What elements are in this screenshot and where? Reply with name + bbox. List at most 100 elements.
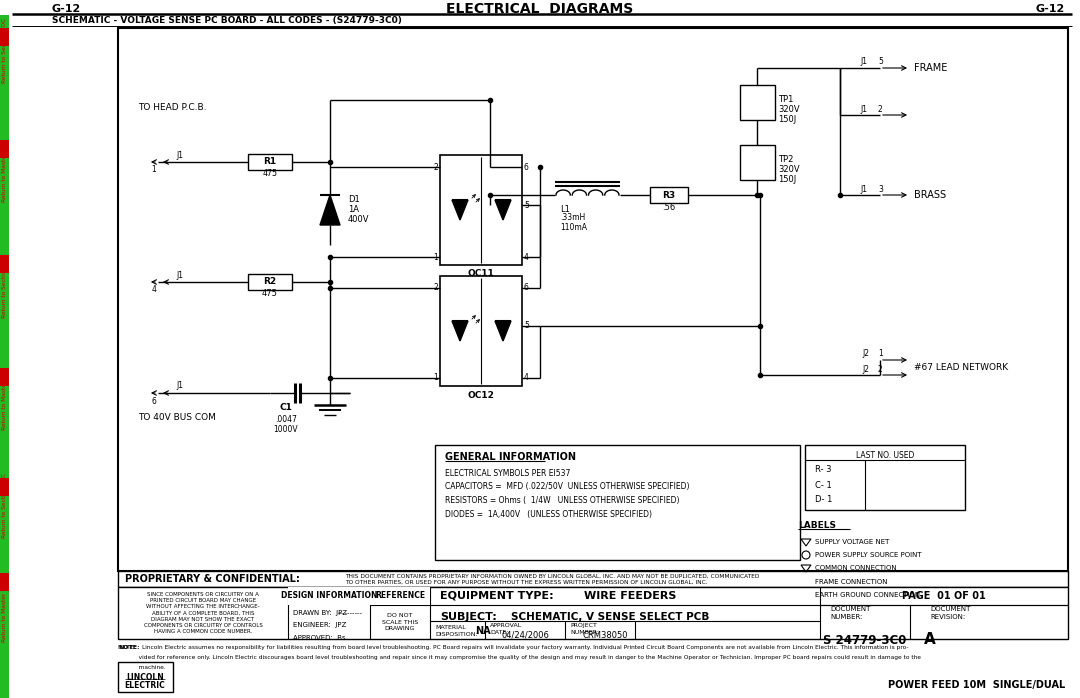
Text: SCHEMATIC - VOLTAGE SENSE PC BOARD - ALL CODES - (S24779-3C0): SCHEMATIC - VOLTAGE SENSE PC BOARD - ALL… — [52, 17, 402, 26]
Text: SUPPLY VOLTAGE NET: SUPPLY VOLTAGE NET — [815, 539, 889, 545]
Text: THIS DOCUMENT CONTAINS PROPRIETARY INFORMATION OWNED BY LINCOLN GLOBAL, INC. AND: THIS DOCUMENT CONTAINS PROPRIETARY INFOR… — [345, 574, 759, 579]
Text: 1000V: 1000V — [273, 424, 298, 433]
Bar — [0, 0, 9, 698]
Text: ELECTRIC: ELECTRIC — [124, 681, 165, 690]
Polygon shape — [495, 200, 511, 220]
Text: GENERAL INFORMATION: GENERAL INFORMATION — [445, 452, 576, 462]
Bar — [0, 0, 1080, 15]
Text: LAST NO. USED: LAST NO. USED — [855, 450, 914, 459]
Text: J2: J2 — [862, 364, 869, 373]
Bar — [0, 573, 9, 591]
Text: 320V: 320V — [778, 105, 799, 114]
Text: Return to Section TOC: Return to Section TOC — [2, 253, 6, 318]
Bar — [740, 145, 775, 180]
Text: 3: 3 — [878, 184, 882, 193]
Text: 2: 2 — [433, 163, 438, 172]
Bar — [740, 85, 775, 120]
Text: D- 1: D- 1 — [815, 496, 833, 505]
Text: J1: J1 — [860, 105, 867, 114]
Text: LINCOLN: LINCOLN — [126, 672, 164, 681]
Text: TO OTHER PARTIES, OR USED FOR ANY PURPOSE WITHOUT THE EXPRESS WRITTEN PERMISSION: TO OTHER PARTIES, OR USED FOR ANY PURPOS… — [345, 579, 707, 584]
Bar — [288, 587, 370, 605]
Bar — [248, 154, 292, 170]
Text: NA: NA — [475, 626, 490, 636]
Text: 2: 2 — [878, 105, 882, 114]
Text: CRM38050: CRM38050 — [582, 630, 627, 639]
Text: R2: R2 — [264, 278, 276, 286]
Text: NOTE:   Lincoln Electric assumes no responsibility for liabilities resulting fro: NOTE: Lincoln Electric assumes no respon… — [118, 645, 908, 650]
Text: 04/24/2006: 04/24/2006 — [501, 630, 549, 639]
Text: 5: 5 — [878, 57, 882, 66]
Text: POWER FEED 10M  SINGLE/DUAL: POWER FEED 10M SINGLE/DUAL — [888, 680, 1065, 690]
Text: machine.: machine. — [118, 665, 165, 670]
Text: TP2: TP2 — [778, 156, 794, 165]
Text: SINCE COMPONENTS OR CIRCUITRY ON A
PRINTED CIRCUIT BOARD MAY CHANGE
WITHOUT AFFE: SINCE COMPONENTS OR CIRCUITRY ON A PRINT… — [144, 592, 262, 634]
Text: REFERENCE: REFERENCE — [375, 591, 426, 600]
Text: PROPRIETARY & CONFIDENTIAL:: PROPRIETARY & CONFIDENTIAL: — [125, 574, 300, 584]
Bar — [118, 587, 1068, 639]
Bar — [805, 445, 966, 510]
Text: MATERIAL
DISPOSITION:: MATERIAL DISPOSITION: — [435, 625, 477, 637]
Text: .0047: .0047 — [275, 415, 297, 424]
Text: ELECTRICAL SYMBOLS PER EI537: ELECTRICAL SYMBOLS PER EI537 — [445, 468, 570, 477]
Text: J1: J1 — [860, 57, 867, 66]
Text: J1: J1 — [176, 382, 183, 390]
Text: EARTH GROUND CONNECTION: EARTH GROUND CONNECTION — [815, 592, 920, 598]
Text: DESIGN INFORMATION: DESIGN INFORMATION — [281, 591, 377, 600]
Text: 400V: 400V — [348, 216, 369, 225]
Text: C- 1: C- 1 — [815, 480, 832, 489]
Text: FRAME: FRAME — [914, 63, 947, 73]
Text: CAPACITORS =  MFD (.022/50V  UNLESS OTHERWISE SPECIFIED): CAPACITORS = MFD (.022/50V UNLESS OTHERW… — [445, 482, 689, 491]
Text: 320V: 320V — [778, 165, 799, 174]
Text: R1: R1 — [264, 158, 276, 167]
Bar — [370, 587, 430, 605]
Text: RESISTORS = Ohms (  1/4W   UNLESS OTHERWISE SPECIFIED): RESISTORS = Ohms ( 1/4W UNLESS OTHERWISE… — [445, 496, 679, 505]
Text: 5: 5 — [524, 322, 529, 330]
Text: OC11: OC11 — [468, 269, 495, 279]
Text: R- 3: R- 3 — [815, 466, 832, 475]
Text: OC12: OC12 — [468, 390, 495, 399]
Text: G-12: G-12 — [1036, 4, 1065, 14]
Text: Return to Master TOC: Return to Master TOC — [2, 578, 6, 641]
Text: DOCUMENT
NUMBER:: DOCUMENT NUMBER: — [831, 607, 870, 620]
Text: APPROVED:  Bs: APPROVED: Bs — [293, 635, 346, 641]
Text: 2: 2 — [433, 283, 438, 292]
Text: POWER SUPPLY SOURCE POINT: POWER SUPPLY SOURCE POINT — [815, 552, 921, 558]
Text: 150J: 150J — [778, 115, 796, 124]
Text: 4: 4 — [151, 285, 157, 295]
Bar — [118, 571, 1068, 587]
Text: #67 LEAD NETWORK: #67 LEAD NETWORK — [914, 364, 1008, 373]
Text: R3: R3 — [662, 191, 676, 200]
Bar — [650, 187, 688, 203]
Text: DRAWN BY:  JPZ: DRAWN BY: JPZ — [293, 610, 347, 616]
Text: PAGE  01 OF 01: PAGE 01 OF 01 — [902, 591, 986, 601]
Text: ----------: ---------- — [338, 610, 363, 616]
Text: BRASS: BRASS — [914, 190, 946, 200]
Text: 150J: 150J — [778, 175, 796, 184]
Text: TO HEAD P.C.B.: TO HEAD P.C.B. — [138, 103, 206, 112]
Text: 1A: 1A — [348, 205, 359, 214]
Text: ENGINEER:  JPZ: ENGINEER: JPZ — [293, 622, 347, 628]
Text: WIRE FEEDERS: WIRE FEEDERS — [584, 591, 676, 601]
Text: 1: 1 — [433, 373, 438, 383]
Text: NOTE:: NOTE: — [118, 645, 139, 650]
Text: Return to Section TOC: Return to Section TOC — [2, 17, 6, 82]
Text: 6: 6 — [524, 283, 529, 292]
Text: A: A — [924, 632, 936, 648]
Text: J1: J1 — [176, 271, 183, 279]
Text: SCHEMATIC, V SENSE SELECT PCB: SCHEMATIC, V SENSE SELECT PCB — [511, 612, 710, 622]
Text: 4: 4 — [524, 253, 529, 262]
Bar — [0, 28, 9, 46]
Bar — [435, 445, 800, 560]
Bar — [118, 662, 173, 692]
Text: PROJECT
NUMBER:: PROJECT NUMBER: — [570, 623, 599, 634]
Text: EQUIPMENT TYPE:: EQUIPMENT TYPE: — [440, 591, 554, 601]
Text: .56: .56 — [662, 202, 676, 211]
Text: G-12: G-12 — [52, 4, 81, 14]
Text: Return to Master TOC: Return to Master TOC — [2, 366, 6, 430]
Bar — [440, 155, 522, 265]
Text: 1: 1 — [151, 165, 157, 174]
Text: 1: 1 — [433, 253, 438, 262]
Text: DO NOT
SCALE THIS
DRAWING: DO NOT SCALE THIS DRAWING — [382, 614, 418, 631]
Polygon shape — [495, 321, 511, 341]
